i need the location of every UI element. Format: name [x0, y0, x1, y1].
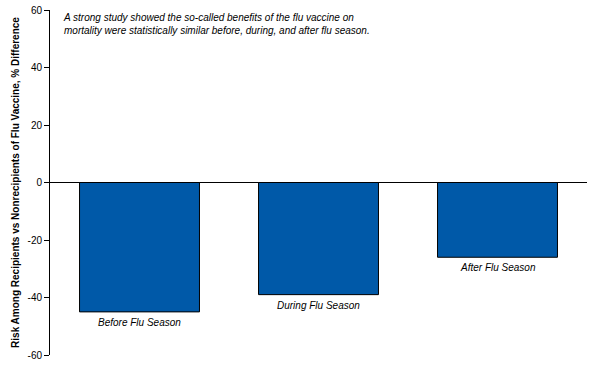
svg-text:0: 0	[36, 177, 42, 188]
svg-text:Before Flu Season: Before Flu Season	[98, 317, 181, 328]
svg-text:After Flu Season: After Flu Season	[460, 262, 536, 273]
svg-text:-60: -60	[28, 350, 43, 361]
svg-text:60: 60	[31, 5, 43, 16]
svg-text:Risk Among Recipients vs Nonre: Risk Among Recipients vs Nonrecipients o…	[10, 17, 21, 348]
svg-text:-40: -40	[28, 292, 43, 303]
svg-text:-20: -20	[28, 235, 43, 246]
svg-text:40: 40	[31, 62, 43, 73]
svg-text:A strong study showed the so-c: A strong study showed the so-called bene…	[63, 12, 370, 36]
svg-text:During Flu Season: During Flu Season	[277, 300, 360, 311]
svg-text:20: 20	[31, 120, 43, 131]
